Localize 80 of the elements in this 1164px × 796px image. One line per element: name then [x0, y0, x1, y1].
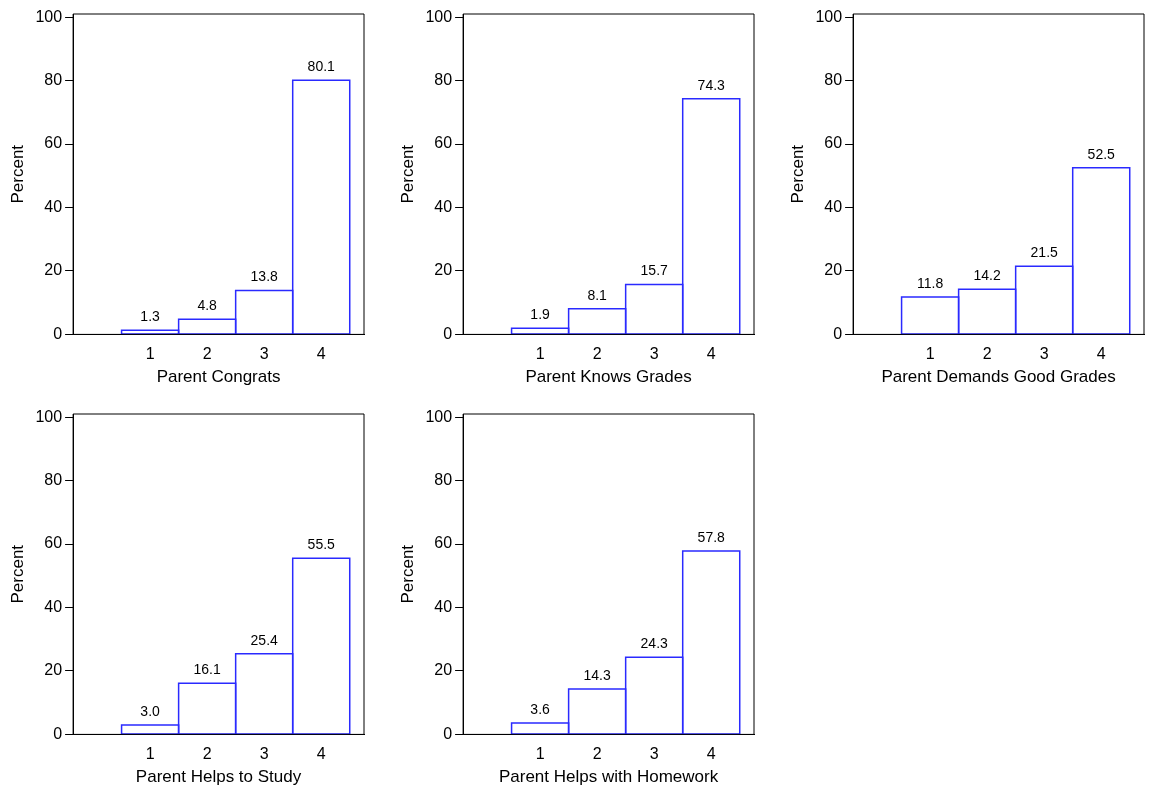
x-tick-label: 4 [316, 345, 326, 363]
data-label: 80.1 [307, 58, 336, 75]
data-label: 74.3 [697, 76, 726, 93]
y-tick-label: 80 [44, 471, 63, 489]
y-tick-label: 40 [824, 197, 843, 215]
data-label: 25.4 [250, 631, 279, 648]
y-tick-label: 0 [833, 324, 843, 342]
y-tick-label: 100 [425, 407, 453, 425]
x-tick-label: 4 [316, 745, 326, 763]
data-label: 52.5 [1087, 145, 1116, 162]
y-tick-label: 60 [434, 534, 453, 552]
data-label: 8.1 [587, 286, 608, 303]
y-axis-title: Percent [787, 144, 807, 204]
data-label: 57.8 [697, 528, 726, 545]
y-tick-label: 20 [44, 661, 63, 679]
y-tick-label: 20 [824, 261, 843, 279]
y-axis-title: Percent [7, 144, 27, 204]
data-label: 13.8 [250, 268, 279, 285]
x-tick-label: 3 [1039, 345, 1049, 363]
y-tick-label: 40 [434, 197, 453, 215]
x-tick-label: 3 [649, 745, 659, 763]
x-tick-label: 1 [145, 745, 155, 763]
x-tick-label: 3 [259, 345, 269, 363]
y-tick-label: 60 [44, 534, 63, 552]
x-tick-label: 2 [982, 345, 992, 363]
x-tick-label: 2 [202, 345, 212, 363]
y-tick-label: 0 [53, 724, 63, 742]
y-tick-label: 60 [434, 134, 453, 152]
x-axis-title: Parent Helps with Homework [498, 767, 719, 787]
y-axis-title: Percent [397, 144, 417, 204]
data-label: 4.8 [197, 297, 218, 314]
x-tick-label: 1 [145, 345, 155, 363]
y-tick-label: 0 [443, 324, 453, 342]
y-tick-label: 80 [44, 71, 63, 89]
data-label: 16.1 [193, 661, 221, 678]
y-tick-label: 40 [44, 197, 63, 215]
y-axis-title: Percent [397, 544, 417, 604]
y-tick-label: 40 [44, 597, 63, 615]
y-tick-label: 20 [434, 261, 453, 279]
y-tick-label: 80 [824, 71, 843, 89]
y-tick-label: 20 [44, 261, 63, 279]
data-label: 11.8 [916, 274, 944, 291]
y-tick-label: 80 [434, 71, 453, 89]
data-label: 55.5 [307, 536, 336, 553]
data-label: 14.3 [583, 666, 611, 683]
y-tick-label: 100 [35, 407, 63, 425]
data-label: 3.6 [530, 700, 551, 717]
x-axis-title: Parent Demands Good Grades [881, 367, 1116, 387]
x-axis-title: Parent Knows Grades [525, 367, 692, 387]
y-tick-label: 60 [44, 134, 63, 152]
y-tick-label: 20 [434, 661, 453, 679]
x-tick-label: 3 [649, 345, 659, 363]
y-axis-title: Percent [7, 544, 27, 604]
y-tick-label: 80 [434, 471, 453, 489]
x-tick-label: 3 [259, 745, 269, 763]
x-tick-label: 1 [925, 345, 935, 363]
data-label: 15.7 [640, 262, 669, 279]
x-tick-label: 4 [1096, 345, 1106, 363]
x-axis-title: Parent Helps to Study [135, 767, 302, 787]
x-tick-label: 2 [592, 745, 602, 763]
x-tick-label: 2 [592, 345, 602, 363]
x-tick-label: 4 [706, 745, 716, 763]
y-tick-label: 100 [425, 7, 453, 25]
y-tick-label: 60 [824, 134, 843, 152]
y-tick-label: 100 [815, 7, 843, 25]
data-label: 21.5 [1030, 244, 1059, 261]
y-tick-label: 100 [35, 7, 63, 25]
data-label: 24.3 [640, 635, 669, 652]
x-tick-label: 1 [535, 345, 545, 363]
x-tick-label: 2 [202, 745, 212, 763]
y-tick-label: 40 [434, 597, 453, 615]
data-label: 1.9 [530, 306, 551, 323]
data-label: 14.2 [973, 267, 1001, 284]
data-label: 3.0 [140, 702, 161, 719]
x-axis-title: Parent Congrats [156, 367, 281, 387]
y-tick-label: 0 [443, 724, 453, 742]
x-tick-label: 4 [706, 345, 716, 363]
x-tick-label: 1 [535, 745, 545, 763]
y-tick-label: 0 [53, 324, 63, 342]
data-label: 1.3 [140, 308, 161, 325]
